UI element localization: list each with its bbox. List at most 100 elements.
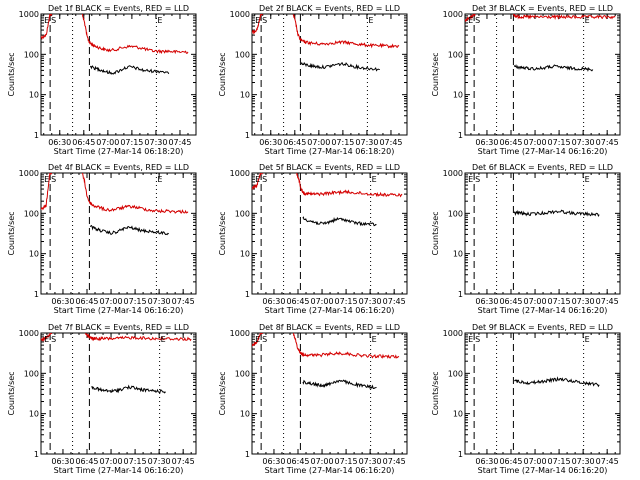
y-tick-label: 1 bbox=[458, 450, 463, 459]
marker-label-s: S bbox=[262, 16, 267, 25]
x-tick-label: 06:45 bbox=[499, 297, 522, 306]
x-tick-label: 07:15 bbox=[124, 297, 147, 306]
events-series-line bbox=[302, 379, 377, 390]
detector-panel-6f: Det 6f BLACK = Events, RED = LLD 1 10 100 10… bbox=[431, 163, 621, 315]
plot-frame bbox=[251, 172, 408, 295]
x-tick-label: 07:15 bbox=[120, 138, 143, 147]
y-tick-label: 10 bbox=[240, 250, 250, 259]
y-tick-label: 1000 bbox=[19, 329, 39, 338]
lld-series-line bbox=[512, 14, 616, 20]
y-axis-label: Counts/sec bbox=[7, 211, 16, 255]
plot-frame bbox=[40, 13, 197, 136]
y-tick-label: 1000 bbox=[230, 169, 250, 178]
events-series-line bbox=[300, 61, 380, 72]
y-axis-label: Counts/sec bbox=[7, 52, 16, 96]
marker-label-e: E bbox=[157, 16, 162, 25]
y-tick-label: 100 bbox=[235, 369, 250, 378]
panel-title: Det 1f BLACK = Events, RED = LLD bbox=[48, 4, 189, 13]
x-tick-label: 07:45 bbox=[383, 297, 406, 306]
x-tick-label: 06:30 bbox=[51, 297, 74, 306]
lld-series-line bbox=[252, 14, 263, 35]
x-tick-label: 07:15 bbox=[548, 457, 571, 466]
lld-series-line bbox=[41, 333, 53, 342]
events-series-line bbox=[513, 209, 600, 218]
x-axis-label: Start Time (27-Mar-14 06:16:20) bbox=[265, 306, 395, 315]
x-tick-label: 07:30 bbox=[148, 297, 171, 306]
x-axis-label: Start Time (27-Mar-14 06:16:20) bbox=[265, 466, 395, 475]
x-axis-label: Start Time (27-Mar-14 06:16:20) bbox=[54, 466, 184, 475]
x-axis-label: Start Time (27-Mar-14 06:16:20) bbox=[478, 147, 608, 156]
detector-panel-8f: Det 8f BLACK = Events, RED = LLD 1 10 100 10… bbox=[218, 323, 408, 475]
marker-label-s: S bbox=[475, 16, 480, 25]
marker-label-e: E bbox=[161, 335, 166, 344]
marker-label-s: S bbox=[51, 335, 56, 344]
y-tick-label: 100 bbox=[448, 50, 463, 59]
y-tick-label: 10 bbox=[240, 410, 250, 419]
y-tick-label: 100 bbox=[24, 369, 39, 378]
x-tick-label: 07:45 bbox=[172, 457, 195, 466]
x-tick-label: 07:00 bbox=[524, 457, 547, 466]
x-tick-label: 07:30 bbox=[355, 138, 378, 147]
x-tick-label: 06:45 bbox=[75, 297, 98, 306]
lld-series-line bbox=[292, 14, 400, 49]
events-series-line bbox=[513, 64, 594, 72]
x-axis-label: Start Time (27-Mar-14 06:16:20) bbox=[478, 466, 608, 475]
y-tick-label: 1000 bbox=[443, 10, 463, 19]
marker-label-e: E bbox=[44, 16, 49, 25]
x-tick-label: 07:00 bbox=[100, 297, 123, 306]
x-tick-label: 07:00 bbox=[311, 297, 334, 306]
x-tick-label: 07:15 bbox=[335, 297, 358, 306]
panel-title: Det 7f BLACK = Events, RED = LLD bbox=[48, 323, 189, 332]
y-tick-label: 1000 bbox=[443, 169, 463, 178]
marker-label-e: E bbox=[44, 335, 49, 344]
x-tick-label: 07:00 bbox=[524, 138, 547, 147]
y-tick-label: 1 bbox=[458, 131, 463, 140]
plot-frame bbox=[40, 332, 197, 455]
y-tick-label: 10 bbox=[240, 91, 250, 100]
x-axis-label: Start Time (27-Mar-14 06:18:20) bbox=[265, 147, 395, 156]
marker-label-e: E bbox=[368, 16, 373, 25]
plot-frame bbox=[251, 13, 408, 136]
x-tick-label: 07:30 bbox=[144, 138, 167, 147]
x-tick-label: 06:30 bbox=[48, 138, 71, 147]
y-axis-label: Counts/sec bbox=[7, 371, 16, 415]
x-tick-label: 07:15 bbox=[548, 297, 571, 306]
marker-label-e: E bbox=[372, 175, 377, 184]
x-tick-label: 07:30 bbox=[359, 297, 382, 306]
marker-label-e: E bbox=[585, 335, 590, 344]
x-tick-label: 07:30 bbox=[359, 457, 382, 466]
plot-frame bbox=[251, 332, 408, 455]
x-tick-label: 06:45 bbox=[283, 138, 306, 147]
detector-panel-9f: Det 9f BLACK = Events, RED = LLD 1 10 100 10… bbox=[431, 323, 621, 475]
y-tick-label: 100 bbox=[24, 209, 39, 218]
x-tick-label: 07:45 bbox=[383, 457, 406, 466]
x-tick-label: 07:00 bbox=[100, 457, 123, 466]
lld-series-line bbox=[252, 333, 263, 347]
x-tick-label: 07:00 bbox=[524, 297, 547, 306]
y-tick-label: 1 bbox=[34, 450, 39, 459]
detector-panel-4f: Det 4f BLACK = Events, RED = LLD 1 10 100 10… bbox=[7, 163, 197, 315]
detector-panel-5f: Det 5f BLACK = Events, RED = LLD 1 10 100 10… bbox=[218, 163, 408, 315]
x-tick-label: 07:45 bbox=[172, 297, 195, 306]
y-tick-label: 1000 bbox=[230, 329, 250, 338]
y-tick-label: 1 bbox=[34, 290, 39, 299]
x-tick-label: 06:30 bbox=[262, 297, 285, 306]
y-tick-label: 1 bbox=[245, 131, 250, 140]
lld-series-line bbox=[252, 173, 263, 190]
x-axis-label: Start Time (27-Mar-14 06:16:20) bbox=[478, 306, 608, 315]
panel-title: Det 6f BLACK = Events, RED = LLD bbox=[472, 163, 613, 172]
lld-series-line bbox=[41, 173, 53, 211]
y-tick-label: 10 bbox=[29, 410, 39, 419]
marker-label-s: S bbox=[51, 16, 56, 25]
x-tick-label: 06:30 bbox=[259, 138, 282, 147]
y-axis-label: Counts/sec bbox=[218, 52, 227, 96]
y-axis-label: Counts/sec bbox=[431, 52, 440, 96]
events-series-line bbox=[89, 224, 170, 236]
y-axis-label: Counts/sec bbox=[431, 371, 440, 415]
x-tick-label: 06:45 bbox=[499, 138, 522, 147]
x-axis-label: Start Time (27-Mar-14 06:18:20) bbox=[54, 147, 184, 156]
marker-label-e: E bbox=[255, 16, 260, 25]
plot-frame bbox=[464, 172, 621, 295]
panel-title: Det 2f BLACK = Events, RED = LLD bbox=[259, 4, 400, 13]
y-tick-label: 1 bbox=[458, 290, 463, 299]
